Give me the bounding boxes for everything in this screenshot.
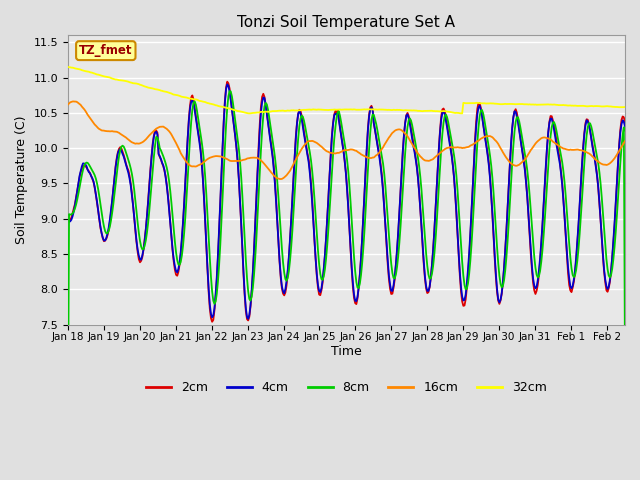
X-axis label: Time: Time [331,345,362,358]
Title: Tonzi Soil Temperature Set A: Tonzi Soil Temperature Set A [237,15,456,30]
Legend: 2cm, 4cm, 8cm, 16cm, 32cm: 2cm, 4cm, 8cm, 16cm, 32cm [141,376,552,399]
Text: TZ_fmet: TZ_fmet [79,44,132,57]
Y-axis label: Soil Temperature (C): Soil Temperature (C) [15,116,28,244]
